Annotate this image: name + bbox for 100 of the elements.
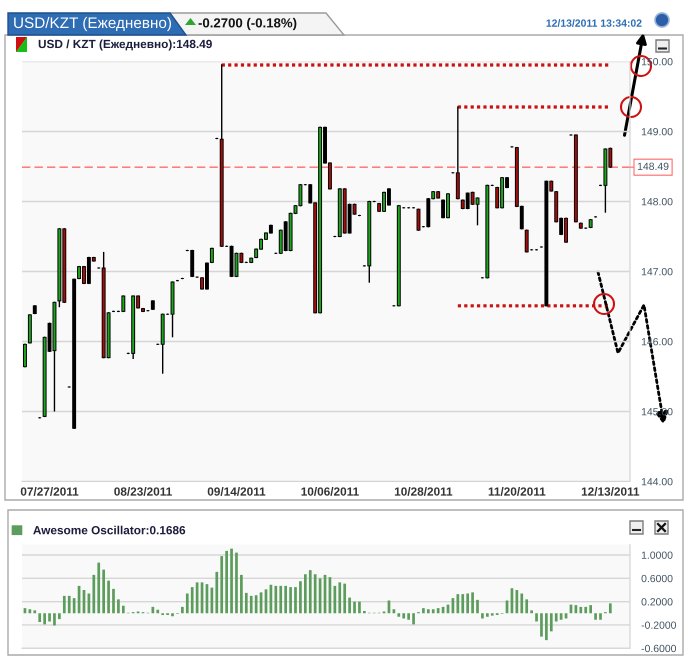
x-tick-label: 10/06/2011 — [301, 487, 359, 496]
bar — [97, 562, 100, 614]
bar — [584, 606, 588, 614]
bar — [68, 596, 71, 614]
bar — [363, 610, 366, 614]
bar — [348, 598, 351, 614]
legend-label: Awesome Oscillator:0.1686 — [33, 526, 186, 534]
bar — [82, 590, 86, 614]
bar — [456, 594, 460, 614]
bar — [92, 574, 96, 614]
bar — [392, 609, 396, 614]
y-tick-label: 147.00 — [642, 268, 673, 276]
bar — [426, 609, 430, 614]
x-tick-label: 11/20/2011 — [488, 487, 546, 496]
bar — [486, 613, 489, 617]
bar — [294, 587, 297, 614]
bar — [334, 586, 336, 614]
bar — [422, 608, 425, 614]
bar — [608, 603, 612, 614]
bar — [24, 608, 26, 614]
bar — [476, 600, 479, 614]
text: -0.2700 (-0.18%) — [198, 18, 296, 30]
y-tick-label: 144.00 — [642, 478, 673, 486]
candlestick — [524, 230, 529, 253]
bar — [525, 599, 528, 614]
bar — [304, 574, 307, 614]
bar — [284, 586, 288, 614]
bar — [564, 613, 568, 619]
bar — [554, 613, 558, 622]
bar — [107, 580, 110, 614]
bar — [28, 609, 32, 614]
bar — [254, 595, 258, 614]
bar — [181, 606, 184, 614]
bar — [48, 613, 51, 622]
bar — [579, 606, 582, 614]
bar — [412, 613, 415, 624]
bar — [240, 574, 243, 614]
bar — [186, 593, 189, 614]
bar — [397, 613, 400, 617]
bar — [324, 574, 326, 614]
bar — [589, 605, 592, 614]
bar — [471, 592, 474, 614]
bar — [244, 592, 248, 614]
chart-subtitle: USD / KZT (Ежедневно):148.49 — [38, 40, 212, 50]
bar — [53, 613, 56, 626]
bar — [461, 594, 464, 614]
bar — [328, 577, 332, 614]
y-tick-label: 0.6000 — [642, 574, 673, 582]
bar — [530, 610, 533, 614]
bar — [196, 582, 198, 614]
bar — [78, 586, 80, 614]
bar — [358, 602, 361, 614]
text: 12/13/2011 13:34:02 — [546, 19, 642, 27]
bar — [442, 606, 444, 614]
y-tick-label: 1.0000 — [642, 551, 673, 559]
bar — [33, 610, 36, 614]
bar — [446, 604, 450, 614]
bar — [235, 552, 238, 614]
bar — [452, 598, 454, 614]
x-tick-label: 09/14/2011 — [208, 487, 266, 496]
bar — [314, 574, 317, 614]
bar — [289, 587, 292, 614]
bar — [343, 584, 346, 614]
bar — [72, 598, 76, 614]
bar — [171, 613, 174, 616]
bar — [190, 587, 194, 614]
bar — [338, 582, 342, 614]
bar — [520, 593, 524, 614]
bar — [264, 589, 268, 614]
bar — [516, 590, 518, 614]
bar — [112, 588, 115, 614]
x-tick-label: 12/13/2011 — [582, 487, 640, 496]
bar — [225, 550, 228, 614]
bar — [215, 572, 218, 614]
bar — [308, 570, 312, 614]
bar — [122, 606, 125, 614]
bar — [599, 613, 602, 620]
bar — [156, 610, 160, 614]
bar — [510, 588, 514, 614]
bar — [299, 581, 302, 614]
y-tick-label: -0.6000 — [642, 644, 676, 652]
bar — [318, 578, 322, 614]
bar — [432, 609, 435, 614]
x-tick-label: 10/28/2011 — [394, 487, 452, 496]
bar — [353, 602, 356, 614]
bar — [230, 548, 233, 614]
y-tick-label: 148.00 — [642, 198, 673, 206]
x-tick-label: 08/23/2011 — [114, 487, 172, 496]
bar — [270, 584, 272, 614]
ref-line-label: 148.49 — [638, 162, 668, 170]
chart-title: USD/KZT (Ежедневно) — [14, 16, 172, 32]
bar — [574, 605, 578, 614]
bar — [279, 586, 282, 614]
bar — [220, 556, 224, 614]
bar — [388, 600, 390, 614]
bar — [570, 604, 572, 614]
bar — [545, 613, 548, 640]
bar — [151, 606, 154, 614]
bar — [535, 613, 538, 622]
bar — [466, 593, 470, 614]
